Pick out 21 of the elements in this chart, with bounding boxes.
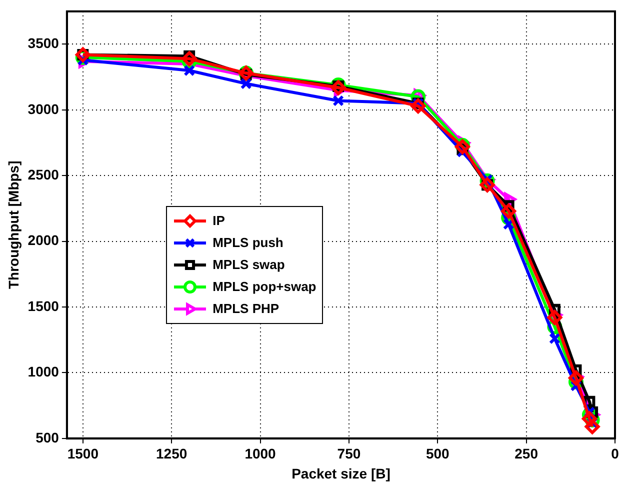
legend-label: MPLS PHP [212, 301, 280, 316]
y-tick-label: 1000 [28, 364, 60, 380]
y-tick-label: 2500 [28, 166, 60, 182]
legend-label: MPLS pop+swap [212, 279, 316, 294]
y-tick-label: 2000 [28, 232, 60, 248]
x-axis-title: Packet size [B] [292, 465, 390, 482]
legend-label: MPLS push [212, 235, 284, 250]
y-tick-label: 3500 [28, 35, 60, 52]
y-tick-label: 1500 [28, 298, 60, 314]
x-tick-label: 250 [514, 446, 538, 462]
x-tick-label: 0 [611, 446, 620, 462]
y-tick-label: 3000 [28, 100, 60, 117]
x-tick-label: 1000 [244, 446, 276, 462]
legend-label: MPLS swap [212, 257, 285, 272]
x-tick-label: 1250 [156, 446, 188, 462]
legend-label: IP [212, 213, 225, 228]
x-tick-label: 500 [426, 446, 450, 462]
y-axis-title: Throughput [Mbps] [5, 160, 22, 290]
x-tick-label: 1500 [67, 446, 99, 462]
y-tick-label: 500 [36, 429, 60, 446]
x-tick-label: 750 [337, 446, 361, 462]
